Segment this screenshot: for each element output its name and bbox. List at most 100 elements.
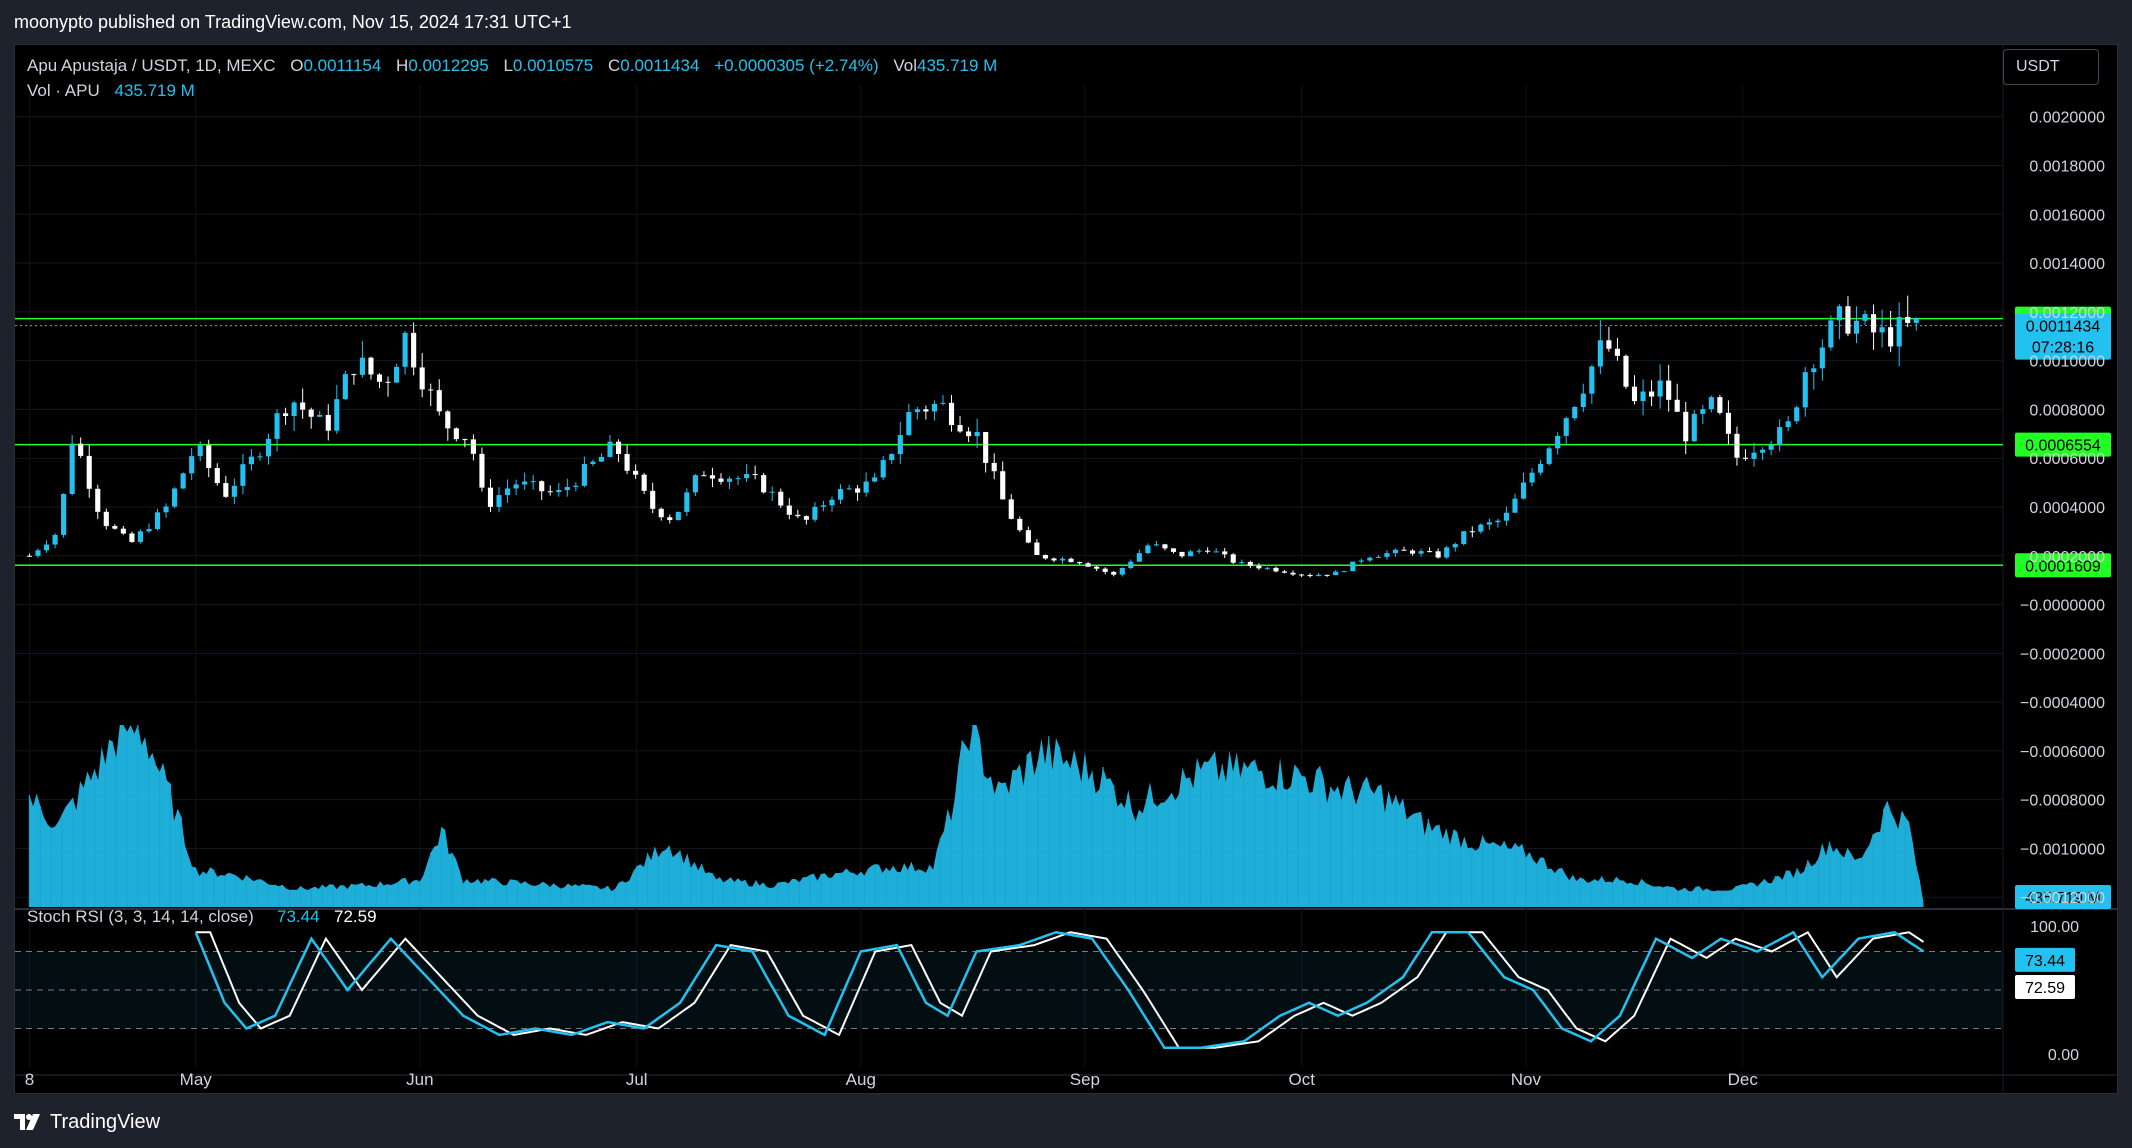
candle[interactable] <box>95 484 101 519</box>
candle[interactable] <box>1111 571 1117 577</box>
candle[interactable] <box>940 394 946 406</box>
candle[interactable] <box>214 463 220 486</box>
candle[interactable] <box>795 509 801 519</box>
candle[interactable] <box>376 373 383 389</box>
candle[interactable] <box>1469 526 1475 538</box>
candle[interactable] <box>317 410 323 418</box>
candle[interactable] <box>897 421 903 464</box>
candle[interactable] <box>1777 419 1783 452</box>
candle[interactable] <box>1691 409 1697 443</box>
candle[interactable] <box>1051 557 1057 563</box>
candle[interactable] <box>633 464 639 479</box>
candle[interactable] <box>718 473 724 485</box>
candle[interactable] <box>189 448 195 481</box>
candle[interactable] <box>675 511 681 521</box>
candle[interactable] <box>129 531 135 543</box>
candle[interactable] <box>154 508 161 531</box>
candle[interactable] <box>1452 542 1458 552</box>
candle[interactable] <box>61 493 67 538</box>
candle[interactable] <box>889 453 895 465</box>
candle[interactable] <box>43 540 50 553</box>
candle[interactable] <box>1188 550 1194 557</box>
candle[interactable] <box>1324 574 1330 577</box>
candle[interactable] <box>931 400 937 421</box>
candle[interactable] <box>863 472 869 497</box>
candle[interactable] <box>1734 426 1740 466</box>
candle[interactable] <box>428 383 434 407</box>
candle[interactable] <box>530 474 536 490</box>
candle[interactable] <box>120 525 126 535</box>
candle[interactable] <box>1427 547 1433 553</box>
candle[interactable] <box>137 529 144 544</box>
candle[interactable] <box>1725 400 1731 445</box>
candle[interactable] <box>564 478 570 497</box>
candle[interactable] <box>445 410 451 441</box>
candle[interactable] <box>112 524 118 530</box>
candle[interactable] <box>1222 548 1228 559</box>
candle[interactable] <box>1153 540 1159 547</box>
candle[interactable] <box>1128 559 1134 570</box>
candle[interactable] <box>1563 416 1569 446</box>
candle[interactable] <box>1606 326 1612 352</box>
candle[interactable] <box>1486 518 1492 530</box>
candle[interactable] <box>274 409 280 452</box>
candle[interactable] <box>1102 567 1108 575</box>
candle[interactable] <box>1162 543 1168 551</box>
candle[interactable] <box>752 465 758 480</box>
candle[interactable] <box>470 434 476 461</box>
candle[interactable] <box>1888 310 1894 353</box>
candle[interactable] <box>248 449 254 471</box>
candle[interactable] <box>1444 545 1450 559</box>
candle[interactable] <box>1077 561 1083 565</box>
candle[interactable] <box>573 482 579 492</box>
candle[interactable] <box>641 472 647 494</box>
candle[interactable] <box>342 370 348 400</box>
candle[interactable] <box>1623 354 1629 389</box>
candle[interactable] <box>906 403 912 436</box>
candle[interactable] <box>1230 553 1236 565</box>
candle[interactable] <box>334 384 340 434</box>
candle[interactable] <box>1094 565 1100 572</box>
candle[interactable] <box>1205 547 1211 554</box>
candle[interactable] <box>1478 523 1484 534</box>
candle[interactable] <box>1281 570 1288 574</box>
candle[interactable] <box>1273 566 1279 573</box>
candle[interactable] <box>1853 306 1860 343</box>
candle[interactable] <box>1239 559 1245 566</box>
candle[interactable] <box>1341 570 1347 573</box>
candle[interactable] <box>1879 309 1885 348</box>
candle[interactable] <box>1580 383 1586 413</box>
candle[interactable] <box>1350 561 1356 572</box>
candle[interactable] <box>556 482 562 497</box>
candle[interactable] <box>1034 539 1040 556</box>
chart-frame[interactable]: Apu Apustaja / USDT, 1D, MEXC O0.0011154… <box>14 44 2118 1094</box>
candle[interactable] <box>974 418 980 448</box>
candle[interactable] <box>650 482 656 514</box>
candle[interactable] <box>436 379 442 416</box>
candle[interactable] <box>1298 573 1305 578</box>
candle[interactable] <box>1760 447 1766 461</box>
candle[interactable] <box>615 439 622 462</box>
candle[interactable] <box>1751 442 1757 467</box>
candle[interactable] <box>479 447 485 492</box>
candle[interactable] <box>1290 570 1296 576</box>
candle[interactable] <box>1811 364 1817 390</box>
price-chart[interactable]: 0.00117220.00065540.00016090.001143407:2… <box>15 45 2118 1094</box>
candle[interactable] <box>300 388 306 419</box>
candle[interactable] <box>1179 551 1185 558</box>
candle[interactable] <box>1700 404 1706 425</box>
candle[interactable] <box>26 553 33 557</box>
candle[interactable] <box>581 456 587 488</box>
candle[interactable] <box>69 435 75 496</box>
candle[interactable] <box>308 407 314 429</box>
candle[interactable] <box>957 416 963 433</box>
candle[interactable] <box>411 322 417 376</box>
candle[interactable] <box>402 330 408 375</box>
candle[interactable] <box>1384 550 1390 560</box>
candle[interactable] <box>837 484 844 505</box>
candle[interactable] <box>1000 461 1006 500</box>
candle[interactable] <box>240 453 246 495</box>
candle[interactable] <box>1025 526 1031 544</box>
candle[interactable] <box>1896 302 1902 367</box>
candle[interactable] <box>1768 440 1774 456</box>
